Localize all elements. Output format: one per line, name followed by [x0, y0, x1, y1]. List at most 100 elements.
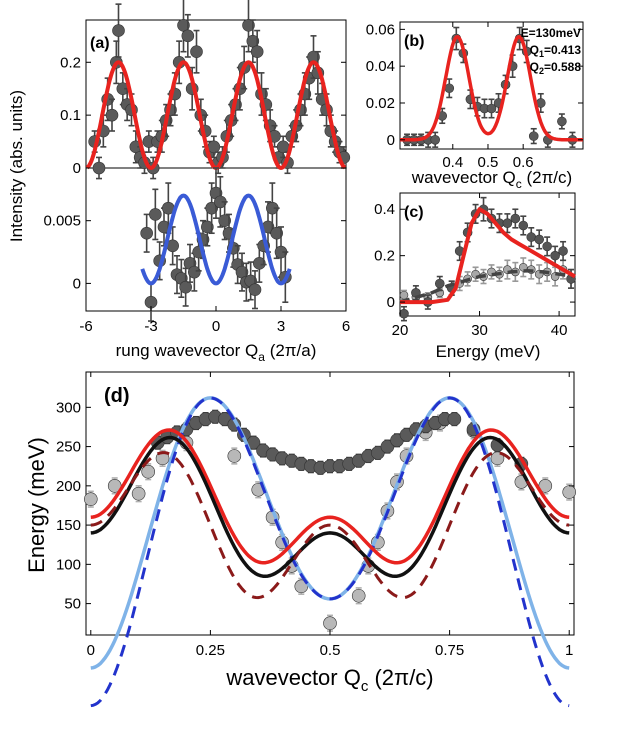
- panel-c: 20 30 40 0 0.2 0.4 (c) Energy (meV): [374, 192, 576, 361]
- panel-c-light-point: [487, 264, 496, 280]
- panel-a-bottom-point-marker: [218, 214, 231, 227]
- panel-b-x-tick-label: 0.5: [478, 154, 499, 171]
- panel-a-bottom-point-marker: [149, 208, 162, 221]
- panel-c-light-point: [550, 266, 560, 287]
- panel-a-bottom-point-marker: [270, 226, 283, 240]
- panel-a-bottom-point-marker: [201, 220, 214, 234]
- panel-d-x-label-sub: c: [361, 678, 369, 695]
- panel-d-light-point-marker: [131, 486, 146, 501]
- panel-b-x-tick-label: 0.4: [442, 154, 463, 171]
- panel-c-light-point: [518, 257, 528, 278]
- panel-d-y-tick-label: 300: [56, 399, 81, 416]
- panel-c-ticks: 20 30 40 0 0.2 0.4: [374, 193, 575, 339]
- panel-c-dark-point-marker: [550, 250, 560, 261]
- panel-c-dark-point: [534, 229, 545, 250]
- panel-c-light-point: [503, 259, 512, 280]
- panel-a-bottom-point-marker: [179, 280, 192, 294]
- panel-d-light-point: [351, 587, 366, 605]
- panel-d-y-tick-label: 150: [56, 517, 81, 534]
- panel-b: 0.4 0.5 0.6 0 0.02 0.04 0.06 (b) E=130meV Q1=0…: [366, 21, 584, 191]
- panel-c-label: (c): [404, 204, 424, 221]
- panel-c-dark-point-marker: [399, 308, 409, 319]
- panel-a-label: (a): [90, 35, 110, 52]
- panel-d-darkred-dashed-curve: [90, 451, 570, 600]
- panel-a-top-point: [181, 13, 195, 58]
- panel-c-x-tick-label: 30: [471, 322, 488, 339]
- panel-a-x-label-tail: (2π/a): [265, 341, 316, 360]
- panel-c-dark-point-marker: [510, 213, 521, 224]
- panel-b-x-label-sub: c: [516, 177, 522, 191]
- panel-c-frame: [399, 192, 576, 317]
- panel-a-top-point: [105, 98, 119, 132]
- panel-a-top-point: [92, 156, 106, 180]
- panel-d-black-solid-curve: [90, 435, 570, 579]
- panel-d-x-tick-label: 0.75: [435, 642, 464, 659]
- panel-c-marks: [399, 196, 576, 322]
- panel-b-point: [430, 131, 440, 148]
- panel-a-top-point-marker: [190, 45, 203, 59]
- panel-b-point: [479, 98, 490, 119]
- panel-a-top-point-marker: [207, 140, 221, 154]
- panel-c-light-point: [471, 266, 480, 282]
- panel-d-y-tick-label: 50: [64, 596, 81, 613]
- panel-a-bottom-point: [266, 182, 279, 235]
- panel-a-top-y-tick-label: 0: [73, 160, 81, 177]
- panel-c-x-tick-label: 40: [551, 322, 568, 339]
- panel-c-grey-fit-curve: [399, 268, 576, 304]
- panel-b-point: [486, 98, 497, 119]
- panel-d-dark-point: [371, 445, 385, 460]
- panel-b-point-marker: [430, 134, 440, 145]
- panel-d-light-point-marker: [323, 616, 337, 631]
- panel-a-x-tick-label: -3: [144, 318, 157, 335]
- panel-d-dark-point: [323, 459, 337, 474]
- panel-a-bottom-point-marker: [188, 265, 201, 279]
- panel-a-bottom-point: [144, 282, 158, 322]
- panel-a-bottom-marks: [140, 167, 292, 322]
- panel-b-x-label: wavevector Qc (2π/c): [411, 168, 572, 191]
- panel-b-point-marker: [528, 131, 539, 141]
- panel-d-x-tick-label: 1: [565, 642, 573, 659]
- panel-a-top-point-marker: [105, 108, 119, 122]
- panel-c-x-label: Energy (meV): [436, 342, 541, 361]
- panel-d-light-point: [141, 463, 155, 481]
- panel-a-x-tick-label: 3: [277, 318, 285, 335]
- panel-a-bottom-fit-curve: [140, 193, 292, 286]
- panel-d-x-label: wavevector Qc (2π/c): [225, 665, 433, 695]
- panel-a-bottom-point: [248, 270, 262, 310]
- panel-d-light-point-marker: [141, 464, 155, 479]
- panel-c-dark-point: [558, 240, 568, 262]
- panel-c-dark-point: [399, 305, 409, 322]
- panel-c-dark-point: [542, 236, 552, 257]
- panel-b-q1-sub: 1: [539, 49, 544, 59]
- panel-d-x-label-tail: (2π/c): [368, 665, 433, 690]
- panel-b-point-marker: [444, 83, 455, 94]
- panel-a-bottom-point-marker: [205, 201, 218, 215]
- panel-c-y-tick-label: 0: [387, 294, 395, 311]
- panel-c-dark-point: [454, 240, 465, 262]
- panel-d-x-tick-label: 0: [87, 642, 95, 659]
- panel-a-bottom-point: [274, 226, 288, 278]
- panel-b-x-tick-label: 0.6: [513, 154, 534, 171]
- panel-d-label: (d): [104, 385, 130, 407]
- panel-d-y-tick-label: 100: [56, 556, 81, 573]
- panel-d-marks: [83, 396, 577, 708]
- panel-d-dark-point-marker: [447, 412, 462, 426]
- panel-b-q1-value: =0.413: [544, 43, 581, 57]
- panel-a-top-point-marker: [276, 140, 290, 154]
- panel-d-dark-point: [447, 412, 462, 427]
- panel-b-y-tick-label: 0: [387, 132, 395, 149]
- panel-a-bottom-point: [231, 244, 244, 285]
- panel-d-y-tick-label: 250: [56, 439, 81, 456]
- panel-c-y-tick-label: 0.2: [374, 248, 395, 265]
- panel-a-x-tick-label: -6: [79, 318, 92, 335]
- panel-c-dark-point: [526, 227, 537, 248]
- panel-d-light-point: [294, 577, 309, 595]
- panel-d-light-point-marker: [83, 492, 98, 506]
- panel-d-light-point-marker: [351, 588, 366, 603]
- panel-c-dark-point: [518, 215, 529, 236]
- panel-a-top-point-marker: [92, 161, 106, 175]
- panel-d-x-tick-label: 0.25: [196, 642, 225, 659]
- panel-a-top-point-marker: [242, 18, 255, 32]
- panel-d-light-point: [83, 490, 98, 508]
